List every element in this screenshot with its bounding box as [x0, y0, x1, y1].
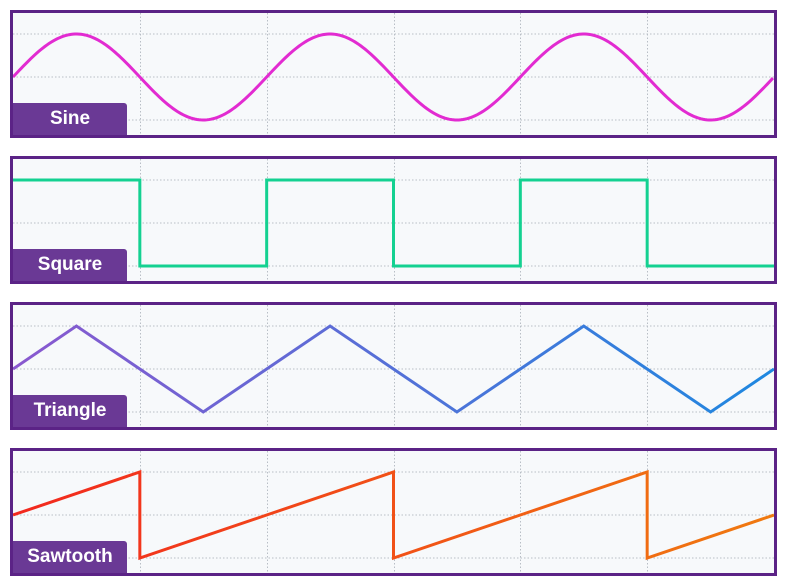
triangle-waveform: [13, 324, 774, 414]
sine-panel: Sine: [10, 10, 777, 138]
square-label: Square: [13, 249, 127, 281]
triangle-panel: Triangle: [10, 302, 777, 430]
sawtooth-wave-plot: [13, 451, 774, 573]
sine-wave-plot: [13, 13, 774, 135]
grid-lines: [13, 13, 774, 135]
sawtooth-waveform: [13, 469, 774, 561]
sine-waveform: [13, 32, 774, 122]
triangle-label: Triangle: [13, 395, 127, 427]
grid-lines: [13, 305, 774, 427]
square-panel: Square: [10, 156, 777, 284]
sawtooth-panel: Sawtooth: [10, 448, 777, 576]
sine-label: Sine: [13, 103, 127, 135]
triangle-wave-plot: [13, 305, 774, 427]
square-waveform: [13, 178, 774, 268]
square-wave-plot: [13, 159, 774, 281]
sawtooth-label: Sawtooth: [13, 541, 127, 573]
